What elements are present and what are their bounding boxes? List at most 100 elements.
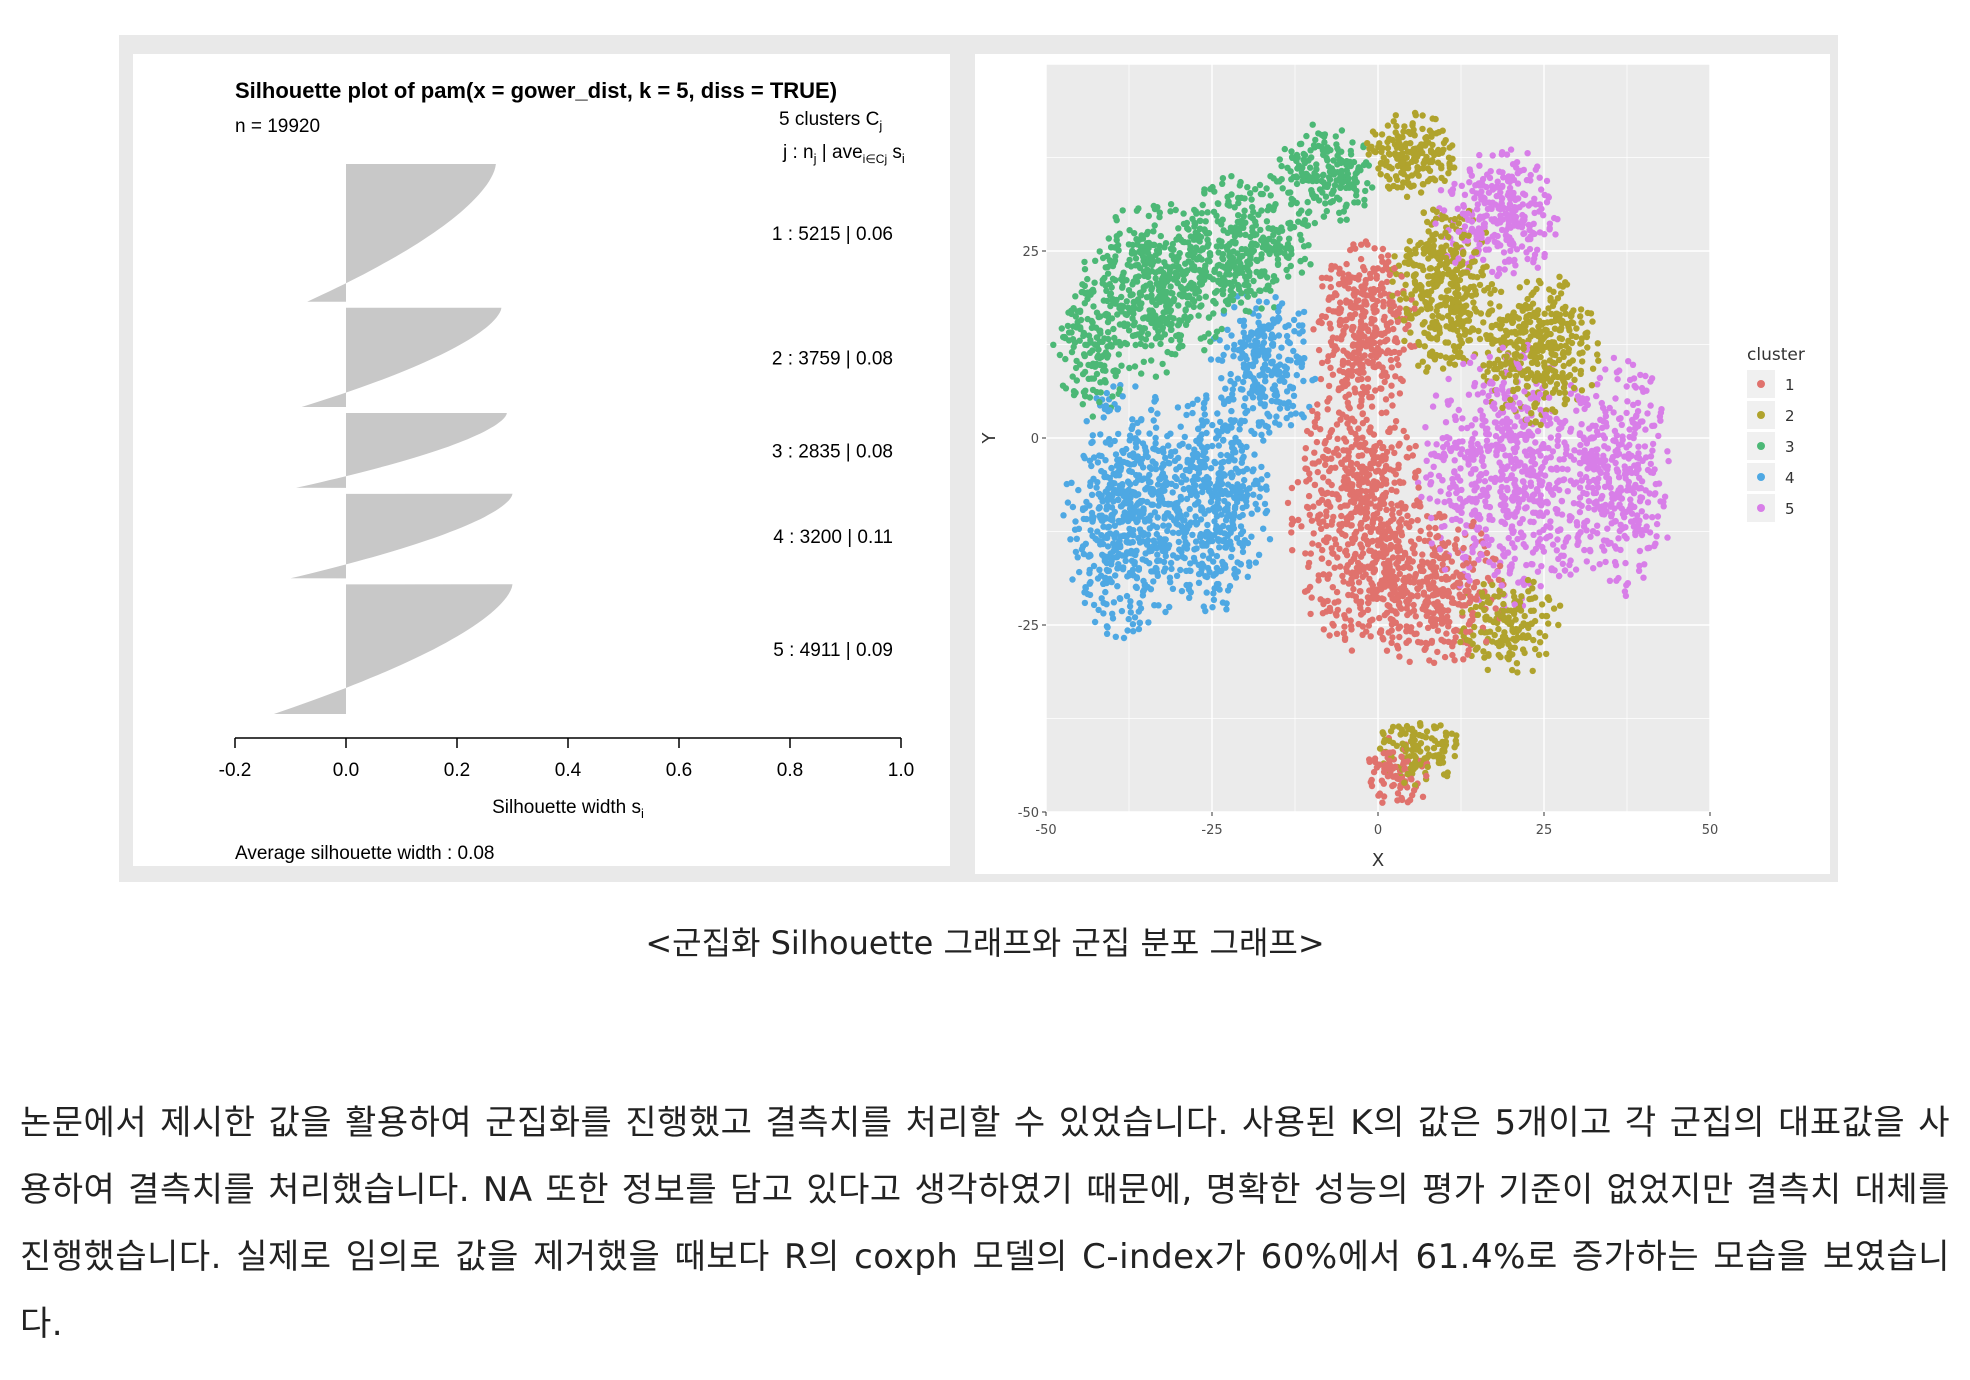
scatter-point-cluster-1 [1307,550,1314,557]
scatter-point-cluster-2 [1577,340,1584,347]
scatter-point-cluster-1 [1318,359,1326,367]
scatter-point-cluster-4 [1283,332,1291,340]
scatter-point-cluster-3 [1115,247,1122,254]
scatter-point-cluster-2 [1499,404,1506,412]
scatter-point-cluster-2 [1476,335,1484,343]
scatter-point-cluster-5 [1519,516,1526,523]
scatter-point-cluster-4 [1123,592,1131,600]
scatter-point-cluster-5 [1479,486,1487,494]
scatter-point-cluster-3 [1324,183,1331,190]
scatter-point-cluster-5 [1481,478,1489,485]
scatter-point-cluster-1 [1310,503,1317,510]
scatter-point-cluster-5 [1482,526,1489,533]
scatter-point-cluster-1 [1387,767,1394,775]
scatter-point-cluster-2 [1448,730,1455,737]
scatter-point-cluster-3 [1099,276,1106,284]
scatter-point-cluster-3 [1109,393,1116,400]
scatter-point-cluster-5 [1437,187,1445,194]
scatter-point-cluster-1 [1388,382,1395,389]
scatter-point-cluster-5 [1423,474,1430,481]
scatter-point-cluster-3 [1077,325,1084,333]
scatter-point-cluster-2 [1419,358,1426,365]
scatter-point-cluster-4 [1116,595,1123,602]
scatter-point-cluster-5 [1466,359,1474,366]
scatter-point-cluster-3 [1297,257,1304,265]
scatter-point-cluster-2 [1595,357,1602,364]
scatter-point-cluster-2 [1550,605,1558,612]
silhouette-bar-cluster-2 [301,307,502,407]
scatter-point-cluster-5 [1451,180,1458,188]
scatter-point-cluster-1 [1353,528,1360,535]
scatter-point-cluster-1 [1332,464,1339,471]
scatter-point-cluster-5 [1476,473,1483,480]
scatter-point-cluster-4 [1177,566,1184,574]
scatter-point-cluster-4 [1199,505,1206,513]
scatter-point-cluster-5 [1593,428,1601,435]
scatter-point-cluster-5 [1576,494,1584,501]
scatter-point-cluster-4 [1168,565,1175,573]
scatter-point-cluster-3 [1077,316,1085,324]
scatter-point-cluster-3 [1144,330,1152,338]
scatter-point-cluster-4 [1112,451,1120,458]
scatter-point-cluster-5 [1601,483,1609,490]
scatter-point-cluster-2 [1409,732,1416,739]
scatter-point-cluster-1 [1324,406,1331,413]
scatter-point-cluster-5 [1516,399,1523,407]
scatter-point-cluster-5 [1589,528,1597,535]
scatter-point-cluster-5 [1429,403,1437,410]
scatter-point-cluster-4 [1207,465,1215,472]
scatter-point-cluster-1 [1331,347,1338,355]
scatter-point-cluster-2 [1577,370,1584,378]
scatter-point-cluster-2 [1579,358,1586,365]
scatter-point-cluster-1 [1417,527,1424,535]
scatter-point-cluster-5 [1509,540,1516,547]
scatter-point-cluster-5 [1496,543,1503,550]
scatter-point-cluster-4 [1203,573,1211,581]
scatter-point-cluster-2 [1420,160,1428,167]
scatter-point-cluster-5 [1641,443,1649,450]
scatter-point-cluster-4 [1211,458,1218,466]
scatter-point-cluster-4 [1064,499,1072,506]
scatter-point-cluster-3 [1081,258,1088,266]
scatter-point-cluster-1 [1346,405,1353,412]
scatter-point-cluster-1 [1284,499,1292,507]
scatter-point-cluster-2 [1512,372,1520,380]
silhouette-header-columns: j : nj | avei∈Cj si [782,142,905,166]
scatter-point-cluster-4 [1229,391,1236,398]
scatter-point-cluster-1 [1459,593,1467,601]
scatter-point-cluster-5 [1423,457,1430,464]
scatter-point-cluster-3 [1089,319,1096,326]
silhouette-tick-label: 0.4 [555,760,582,781]
scatter-point-cluster-3 [1091,279,1098,286]
scatter-point-cluster-4 [1166,574,1174,581]
scatter-point-cluster-5 [1531,251,1539,258]
silhouette-cluster-label-1: 1 : 5215 | 0.06 [772,224,893,245]
scatter-point-cluster-1 [1438,636,1445,643]
scatter-point-cluster-2 [1529,327,1536,334]
scatter-point-cluster-4 [1187,589,1194,596]
scatter-point-cluster-4 [1202,607,1209,615]
scatter-point-cluster-2 [1517,353,1524,360]
scatter-point-cluster-3 [1342,203,1349,210]
scatter-point-cluster-4 [1275,332,1283,339]
scatter-point-cluster-2 [1445,154,1453,161]
scatter-point-cluster-2 [1523,375,1531,382]
scatter-point-cluster-1 [1363,416,1370,423]
scatter-point-cluster-5 [1560,420,1567,427]
scatter-point-cluster-4 [1154,481,1162,488]
scatter-point-cluster-3 [1210,208,1218,215]
scatter-point-cluster-3 [1088,324,1095,332]
scatter-point-cluster-3 [1284,164,1291,171]
scatter-point-cluster-4 [1091,618,1099,626]
scatter-point-cluster-3 [1318,143,1325,150]
scatter-point-cluster-3 [1123,277,1130,284]
scatter-point-cluster-5 [1489,403,1496,410]
scatter-point-cluster-5 [1511,476,1519,484]
scatter-point-cluster-3 [1188,260,1195,267]
scatter-point-cluster-4 [1126,603,1134,610]
scatter-point-cluster-1 [1414,585,1422,593]
scatter-point-cluster-5 [1636,547,1644,555]
scatter-point-cluster-4 [1131,561,1138,568]
scatter-point-cluster-4 [1293,371,1300,379]
scatter-point-cluster-1 [1358,452,1366,459]
